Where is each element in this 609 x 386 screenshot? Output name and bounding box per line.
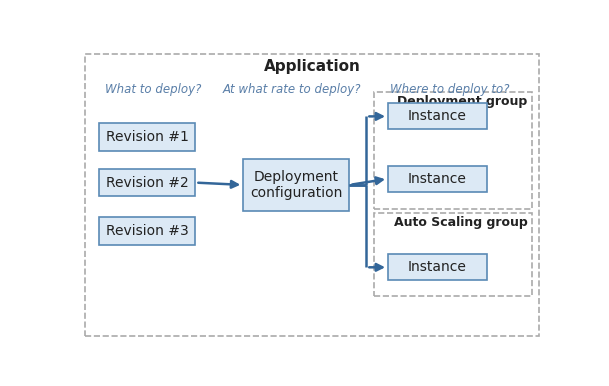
Bar — [388, 254, 487, 280]
Text: Revision #1: Revision #1 — [106, 130, 189, 144]
Bar — [388, 103, 487, 129]
Bar — [388, 166, 487, 192]
Text: What to deploy?: What to deploy? — [105, 83, 202, 96]
Bar — [243, 159, 350, 211]
Text: At what rate to deploy?: At what rate to deploy? — [222, 83, 361, 96]
Text: Instance: Instance — [408, 260, 466, 274]
Bar — [374, 213, 532, 296]
Text: Auto Scaling group: Auto Scaling group — [393, 217, 527, 230]
Text: Application: Application — [264, 59, 361, 74]
Text: Where to deploy to?: Where to deploy to? — [390, 83, 509, 96]
Bar — [374, 92, 532, 209]
Bar — [99, 217, 195, 245]
Bar — [99, 169, 195, 196]
Text: Instance: Instance — [408, 172, 466, 186]
Bar — [99, 123, 195, 151]
Text: Revision #2: Revision #2 — [106, 176, 189, 190]
Text: Revision #3: Revision #3 — [106, 224, 189, 238]
Text: Deployment
configuration: Deployment configuration — [250, 170, 342, 200]
Text: Instance: Instance — [408, 109, 466, 124]
Text: Deployment group: Deployment group — [397, 95, 527, 108]
